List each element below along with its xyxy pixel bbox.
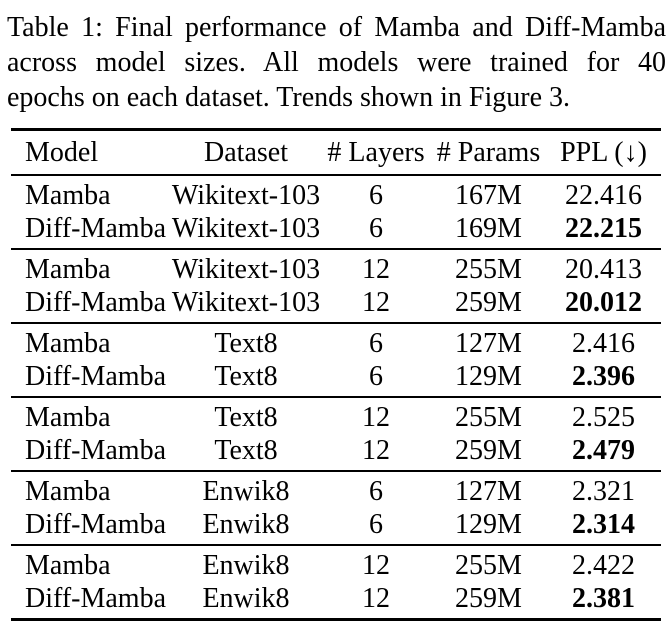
cell-ppl: 22.416: [565, 180, 642, 211]
group-wikitext103-12layers: Mamba Wikitext-103 12 255M 20.413 Diff-M…: [11, 249, 661, 323]
header-row: Model Dataset # Layers # Params PPL (↓): [11, 129, 661, 175]
group-text8-6layers: Mamba Text8 6 127M 2.416 Diff-Mamba Text…: [11, 323, 661, 397]
cell-model: Diff-Mamba: [25, 361, 166, 392]
cell-dataset: Enwik8: [202, 583, 290, 614]
cell-model: Mamba: [25, 328, 111, 359]
cell-params: 259M: [455, 583, 522, 614]
cell-ppl: 2.422: [572, 550, 635, 581]
cell-params: 255M: [455, 254, 522, 285]
col-header-params: # Params: [436, 137, 541, 168]
cell-layers: 6: [369, 180, 383, 211]
table-row: Diff-Mamba Enwik8 12 259M 2.381: [11, 582, 661, 620]
cell-model: Diff-Mamba: [25, 509, 166, 540]
col-header-layers: # Layers: [327, 137, 425, 168]
cell-layers: 12: [362, 287, 390, 318]
table-row: Mamba Wikitext-103 12 255M 20.413: [11, 249, 661, 286]
cell-ppl: 2.381: [572, 583, 635, 614]
cell-layers: 12: [362, 550, 390, 581]
cell-params: 255M: [455, 550, 522, 581]
cell-ppl: 2.314: [572, 509, 635, 540]
cell-model: Diff-Mamba: [25, 583, 166, 614]
table-row: Mamba Wikitext-103 6 167M 22.416: [11, 175, 661, 212]
group-text8-12layers: Mamba Text8 12 255M 2.525 Diff-Mamba Tex…: [11, 397, 661, 471]
cell-dataset: Text8: [214, 361, 278, 392]
table-row: Diff-Mamba Wikitext-103 12 259M 20.012: [11, 286, 661, 323]
col-header-dataset: Dataset: [204, 137, 288, 168]
cell-model: Mamba: [25, 254, 111, 285]
cell-ppl: 22.215: [565, 213, 642, 244]
cell-model: Diff-Mamba: [25, 435, 166, 466]
cell-model: Mamba: [25, 180, 111, 211]
cell-layers: 12: [362, 435, 390, 466]
cell-ppl: 2.525: [572, 402, 635, 433]
table-caption: Table 1: Final performance of Mamba and …: [7, 10, 666, 115]
table-row: Diff-Mamba Wikitext-103 6 169M 22.215: [11, 212, 661, 249]
cell-model: Diff-Mamba: [25, 287, 166, 318]
cell-params: 255M: [455, 402, 522, 433]
cell-dataset: Wikitext-103: [171, 254, 321, 285]
cell-layers: 12: [362, 254, 390, 285]
table-row: Mamba Enwik8 12 255M 2.422: [11, 545, 661, 582]
cell-params: 169M: [455, 213, 522, 244]
cell-layers: 12: [362, 402, 390, 433]
table-row: Diff-Mamba Text8 6 129M 2.396: [11, 360, 661, 397]
table-row: Mamba Enwik8 6 127M 2.321: [11, 471, 661, 508]
table-row: Diff-Mamba Text8 12 259M 2.479: [11, 434, 661, 471]
cell-ppl: 2.479: [572, 435, 635, 466]
cell-params: 129M: [455, 509, 522, 540]
cell-ppl: 2.416: [572, 328, 635, 359]
cell-ppl: 2.321: [572, 476, 635, 507]
cell-ppl: 20.413: [565, 254, 642, 285]
group-enwik8-6layers: Mamba Enwik8 6 127M 2.321 Diff-Mamba Enw…: [11, 471, 661, 545]
col-header-ppl: PPL (↓): [560, 137, 647, 168]
cell-ppl: 20.012: [565, 287, 642, 318]
cell-dataset: Text8: [214, 402, 278, 433]
group-wikitext103-6layers: Mamba Wikitext-103 6 167M 22.416 Diff-Ma…: [11, 175, 661, 249]
cell-params: 259M: [455, 435, 522, 466]
cell-dataset: Enwik8: [202, 550, 290, 581]
caption-line: Table 1: Final performance of Mamba and …: [7, 12, 666, 43]
col-header-model: Model: [25, 137, 99, 168]
caption-line: epochs on each dataset. Trends shown in …: [7, 82, 571, 113]
cell-dataset: Wikitext-103: [171, 287, 321, 318]
cell-model: Mamba: [25, 550, 111, 581]
cell-dataset: Wikitext-103: [171, 213, 321, 244]
cell-params: 127M: [455, 476, 522, 507]
caption-line: across model sizes. All models were trai…: [7, 47, 666, 78]
cell-dataset: Enwik8: [202, 476, 290, 507]
table-row: Diff-Mamba Enwik8 6 129M 2.314: [11, 508, 661, 545]
cell-params: 167M: [455, 180, 522, 211]
cell-model: Mamba: [25, 476, 111, 507]
cell-layers: 6: [369, 213, 383, 244]
cell-params: 259M: [455, 287, 522, 318]
cell-model: Mamba: [25, 402, 111, 433]
table-row: Mamba Text8 6 127M 2.416: [11, 323, 661, 360]
cell-dataset: Text8: [214, 435, 278, 466]
cell-ppl: 2.396: [572, 361, 635, 392]
cell-params: 127M: [455, 328, 522, 359]
cell-dataset: Wikitext-103: [171, 180, 321, 211]
cell-model: Diff-Mamba: [25, 213, 166, 244]
cell-layers: 6: [369, 328, 383, 359]
cell-params: 129M: [455, 361, 522, 392]
cell-layers: 6: [369, 476, 383, 507]
cell-dataset: Text8: [214, 328, 278, 359]
cell-layers: 12: [362, 583, 390, 614]
group-enwik8-12layers: Mamba Enwik8 12 255M 2.422 Diff-Mamba En…: [11, 545, 661, 620]
cell-layers: 6: [369, 509, 383, 540]
results-table: Model Dataset # Layers # Params PPL (↓) …: [11, 128, 661, 621]
cell-layers: 6: [369, 361, 383, 392]
cell-dataset: Enwik8: [202, 509, 290, 540]
table-row: Mamba Text8 12 255M 2.525: [11, 397, 661, 434]
